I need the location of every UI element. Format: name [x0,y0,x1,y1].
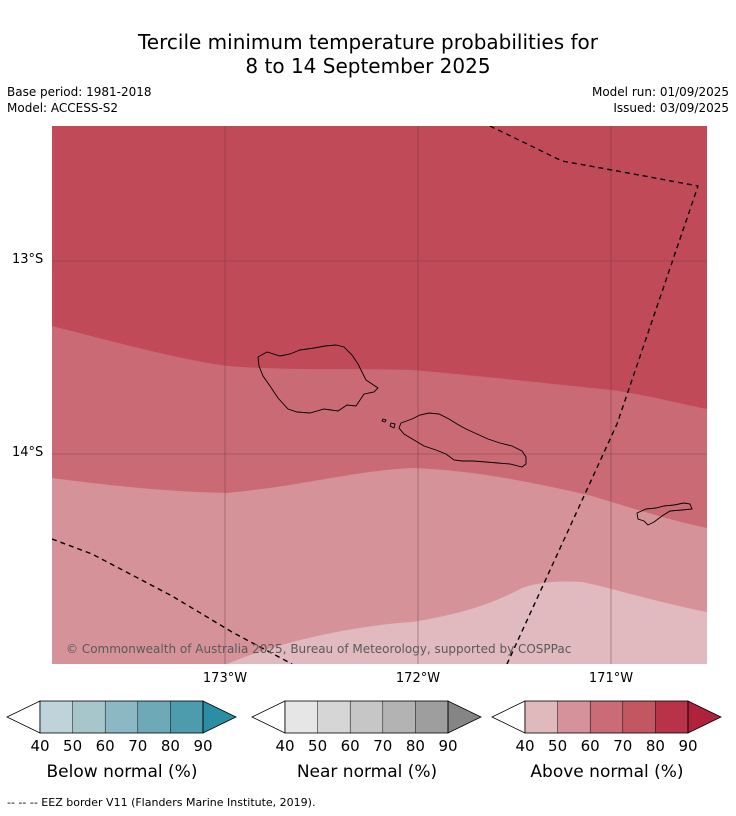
cbar-above-tick-80: 80 [645,737,665,755]
island-tutuila [636,502,693,526]
cbar-above-segment-70-80 [622,701,656,733]
cbar-above-segment-50-60 [557,701,591,733]
title-line-1: Tercile minimum temperature probabilitie… [137,30,599,54]
cbar-near-tick-80: 80 [405,737,425,755]
cbar-below-segment-60-70 [105,701,138,733]
probability-map [52,126,707,664]
cbar-above-over-arrow [687,700,722,734]
eez-border-north [489,126,699,664]
cbar-above-tick-40: 40 [515,737,535,755]
band-50 [227,581,707,664]
colorbar-below-normal [6,700,237,734]
cbar-above-tick-90: 90 [678,737,698,755]
lat-label-13s: 13°S [12,252,44,267]
title-line-2: 8 to 14 September 2025 [245,54,491,78]
cbar-near-tick-70: 70 [373,737,393,755]
cbar-near-segment-70-80 [382,701,416,733]
cbar-near-tick-90: 90 [438,737,458,755]
cbar-below-segment-80-90 [170,701,203,733]
cbar-near-tick-60: 60 [340,737,360,755]
cbar-below-tick-40: 40 [30,737,50,755]
colorbar-above-normal [491,700,722,734]
cbar-above-tick-50: 50 [548,737,568,755]
model-name: Model: ACCESS-S2 [7,101,119,115]
cbar-below-tick-70: 70 [128,737,148,755]
cbar-near-tick-40: 40 [275,737,295,755]
island-savaii [257,344,379,414]
eez-border-southwest [52,538,293,664]
lon-label-173w: 173°W [202,671,248,686]
graticule [52,126,707,664]
cbar-near-segment-80-90 [415,701,448,733]
cbar-near-under-arrow [251,700,286,734]
island-manono [381,418,387,423]
cbar-near-tick-50: 50 [308,737,328,755]
island-apolima [389,422,396,429]
cbar-below-under-arrow [6,700,41,734]
meta-left: Base period: 1981-2018 Model: ACCESS-S2 [7,84,152,116]
map-title: Tercile minimum temperature probabilitie… [0,30,736,78]
cbar-above-segment-40-50 [525,701,558,733]
cbar-near-segment-50-60 [317,701,351,733]
lon-label-171w: 171°W [588,671,634,686]
cbar-near-segment-40-50 [285,701,318,733]
copyright-notice: © Commonwealth of Australia 2025, Bureau… [66,642,572,656]
cbar-below-tick-80: 80 [160,737,180,755]
eez-footnote: -- -- -- EEZ border V11 (Flanders Marine… [7,796,316,809]
base-period: Base period: 1981-2018 [7,85,152,99]
cbar-below-over-arrow [202,700,237,734]
cbar-near-over-arrow [447,700,482,734]
issued-date: Issued: 03/09/2025 [613,101,729,115]
cbar-below-tick-60: 60 [95,737,115,755]
cbar-below-tick-90: 90 [193,737,213,755]
cbar-above-title: Above normal (%) [530,762,684,782]
cbar-above-segment-80-90 [655,701,688,733]
model-run: Model run: 01/09/2025 [591,85,729,99]
colorbar-near-normal [251,700,482,734]
cbar-above-tick-60: 60 [580,737,600,755]
cbar-above-under-arrow [491,700,526,734]
cbar-near-title: Near normal (%) [296,762,438,782]
cbar-below-segment-70-80 [137,701,171,733]
cbar-below-segment-40-50 [40,701,73,733]
meta-right: Model run: 01/09/2025 Issued: 03/09/2025 [592,84,729,116]
island-upolu [398,412,527,468]
cbar-above-segment-60-70 [590,701,623,733]
lat-label-14s: 14°S [12,445,44,460]
lon-label-172w: 172°W [395,671,441,686]
cbar-above-tick-70: 70 [613,737,633,755]
cbar-near-segment-60-70 [350,701,383,733]
cbar-below-segment-50-60 [72,701,106,733]
eez-border [52,126,699,664]
islands [257,344,693,526]
cbar-below-title: Below normal (%) [46,762,198,782]
cbar-below-tick-50: 50 [63,737,83,755]
